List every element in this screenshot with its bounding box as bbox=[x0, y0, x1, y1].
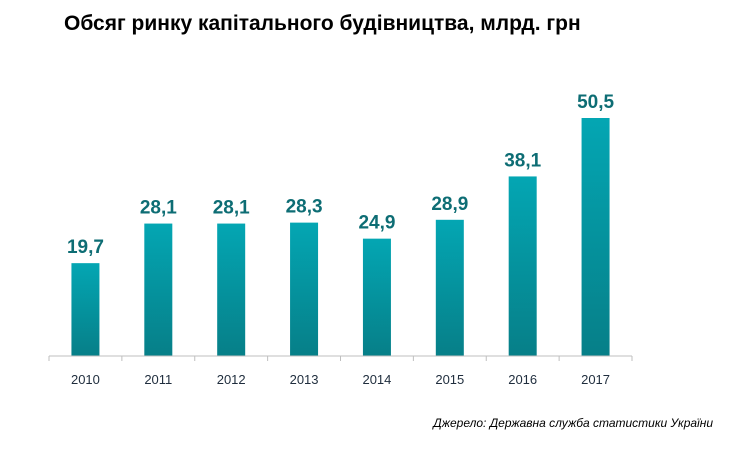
bar-2015 bbox=[435, 219, 464, 356]
value-label-2014: 24,9 bbox=[358, 213, 395, 234]
x-tick-label-2013: 2013 bbox=[290, 372, 319, 387]
bar-2012 bbox=[217, 223, 246, 356]
bar-2017 bbox=[581, 118, 610, 356]
value-label-2010: 19,7 bbox=[67, 237, 104, 258]
x-tick-label-2011: 2011 bbox=[144, 372, 172, 387]
value-labels-group: 19,7 28,1 28,1 28,3 24,9 28,9 38,1 50,5 bbox=[67, 92, 615, 258]
bar-chart: 2010 2011 2012 2013 2014 2015 2016 2017 19,7 28,… bbox=[48, 92, 633, 387]
source-note: Джерело: Державна служба статистики Укра… bbox=[433, 416, 713, 430]
bar-2013 bbox=[290, 222, 319, 356]
bar-2010 bbox=[71, 263, 100, 356]
x-tick-label-2010: 2010 bbox=[71, 372, 100, 387]
x-tick-label-2015: 2015 bbox=[435, 372, 464, 387]
value-label-2015: 28,9 bbox=[431, 194, 468, 215]
x-tick-label-2017: 2017 bbox=[581, 372, 610, 387]
value-label-2017: 50,5 bbox=[577, 92, 614, 113]
value-label-2012: 28,1 bbox=[213, 198, 250, 219]
x-tick-label-2014: 2014 bbox=[362, 372, 391, 387]
x-ticks-group: 2010 2011 2012 2013 2014 2015 2016 2017 bbox=[48, 356, 633, 387]
bar-2014 bbox=[362, 238, 391, 356]
bar-2011 bbox=[144, 223, 173, 356]
value-label-2011: 28,1 bbox=[140, 198, 177, 219]
chart-title: Обсяг ринку капітального будівництва, мл… bbox=[64, 12, 581, 35]
bar-2016 bbox=[508, 176, 537, 356]
x-tick-label-2016: 2016 bbox=[508, 372, 537, 387]
x-tick-label-2012: 2012 bbox=[217, 372, 246, 387]
value-label-2016: 38,1 bbox=[504, 150, 541, 171]
value-label-2013: 28,3 bbox=[286, 197, 323, 218]
bars-group bbox=[71, 118, 610, 356]
